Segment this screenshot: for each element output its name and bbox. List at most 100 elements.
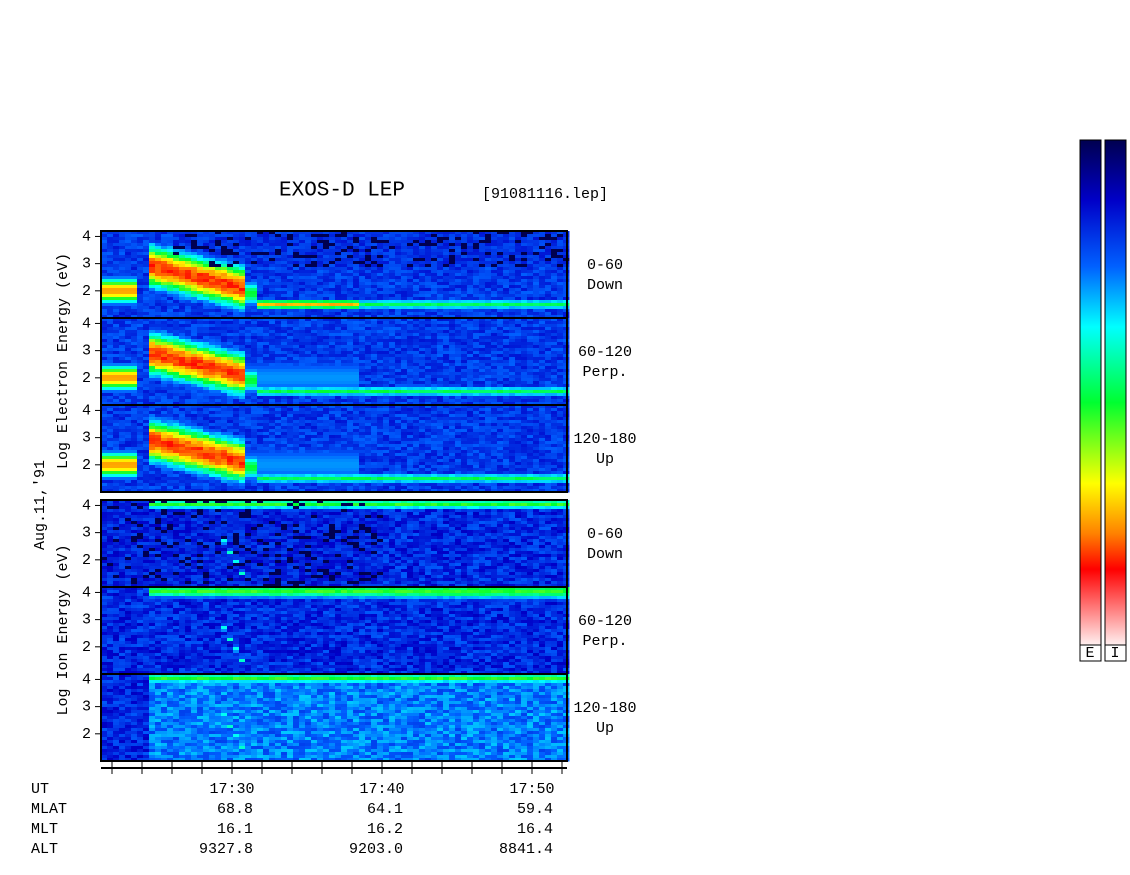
spectrogram-cell (101, 297, 108, 301)
spectrogram-cell (167, 297, 174, 301)
spectrogram-cell (419, 267, 426, 271)
spectrogram-cell (215, 381, 222, 385)
spectrogram-cell (485, 384, 492, 388)
spectrogram-cell (125, 324, 132, 328)
spectrogram-cell (197, 408, 204, 412)
spectrogram-cell (365, 282, 372, 286)
spectrogram-cell (347, 399, 354, 403)
spectrogram-cell (173, 333, 180, 337)
spectrogram-cell (179, 483, 186, 487)
spectrogram-cell (389, 339, 396, 343)
spectrogram-cell (245, 297, 252, 301)
spectrogram-cell (131, 411, 138, 415)
spectrogram-cell (209, 309, 216, 313)
spectrogram-cell (227, 384, 234, 388)
spectrogram-cell (491, 267, 498, 271)
spectrogram-cell (191, 441, 198, 445)
spectrogram-cell (353, 285, 360, 289)
spectrogram-cell (197, 297, 204, 301)
spectrogram-cell (461, 258, 468, 262)
spectrogram-cell (245, 366, 252, 370)
spectrogram-cell (185, 480, 192, 484)
spectrogram-cell (413, 252, 420, 256)
spectrogram-cell (491, 321, 498, 325)
spectrogram-cell (137, 477, 144, 481)
spectrogram-cell (233, 300, 240, 304)
spectrogram-cell (113, 435, 120, 439)
spectrogram-cell (485, 330, 492, 334)
spectrogram-cell (425, 336, 432, 340)
spectrogram-cell (215, 255, 222, 259)
spectrogram-cell (371, 378, 378, 382)
spectrogram-cell (179, 312, 186, 316)
spectrogram-cell (239, 375, 246, 379)
spectrogram-cell (227, 297, 234, 301)
spectrogram-cell (191, 303, 198, 307)
spectrogram-cell (299, 258, 306, 262)
spectrogram-cell (317, 390, 324, 394)
spectrogram-cell (323, 396, 330, 400)
spectrogram-cell (533, 345, 540, 349)
spectrogram-cell (509, 372, 516, 376)
spectrogram-cell (359, 330, 366, 334)
spectrogram-cell (113, 426, 120, 430)
spectrogram-cell (203, 402, 210, 406)
spectrogram-cell (197, 321, 204, 325)
spectrogram-cell (257, 324, 264, 328)
spectrogram-cell (323, 345, 330, 349)
spectrogram-cell (395, 321, 402, 325)
spectrogram-cell (449, 402, 456, 406)
spectrogram-cell (479, 297, 486, 301)
spectrogram-cell (221, 309, 228, 313)
spectrogram-cell (347, 285, 354, 289)
spectrogram-cell (455, 387, 462, 391)
spectrogram-cell (191, 231, 198, 235)
spectrogram-cell (191, 375, 198, 379)
spectrogram-cell (413, 303, 420, 307)
spectrogram-cell (551, 372, 558, 376)
spectrogram-cell (161, 351, 168, 355)
spectrogram-cell (431, 246, 438, 250)
spectrogram-cell (191, 390, 198, 394)
spectrogram-cell (335, 330, 342, 334)
spectrogram-cell (101, 270, 108, 274)
spectrogram-cell (419, 402, 426, 406)
spectrogram-cell (515, 246, 522, 250)
spectrogram-cell (143, 486, 150, 490)
spectrogram-cell (509, 297, 516, 301)
spectrogram-cell (263, 312, 270, 316)
spectrogram-cell (515, 378, 522, 382)
spectrogram-cell (491, 357, 498, 361)
spectrogram-cell (275, 354, 282, 358)
spectrogram-cell (263, 282, 270, 286)
spectrogram-cell (245, 249, 252, 253)
spectrogram-cell (131, 372, 138, 376)
spectrogram-cell (341, 357, 348, 361)
spectrogram-cell (359, 291, 366, 295)
spectrogram-cell (107, 375, 114, 379)
spectrogram-cell (167, 381, 174, 385)
spectrogram-cell (287, 240, 294, 244)
spectrogram-cell (263, 264, 270, 268)
spectrogram-cell (203, 306, 210, 310)
spectrogram-cell (179, 360, 186, 364)
spectrogram-cell (329, 375, 336, 379)
spectrogram-cell (407, 255, 414, 259)
spectrogram-cell (347, 246, 354, 250)
spectrogram-cell (311, 321, 318, 325)
spectrogram-cell (407, 240, 414, 244)
spectrogram-cell (551, 327, 558, 331)
spectrogram-cell (203, 252, 210, 256)
spectrogram-cell (209, 384, 216, 388)
spectrogram-cell (233, 333, 240, 337)
spectrogram-cell (251, 336, 258, 340)
spectrogram-cell (185, 390, 192, 394)
spectrogram-cell (281, 339, 288, 343)
spectrogram-cell (185, 465, 192, 469)
spectrogram-cell (275, 372, 282, 376)
spectrogram-cell (149, 480, 156, 484)
spectrogram-cell (485, 399, 492, 403)
spectrogram-cell (119, 342, 126, 346)
spectrogram-cell (143, 474, 150, 478)
spectrogram-cell (179, 444, 186, 448)
